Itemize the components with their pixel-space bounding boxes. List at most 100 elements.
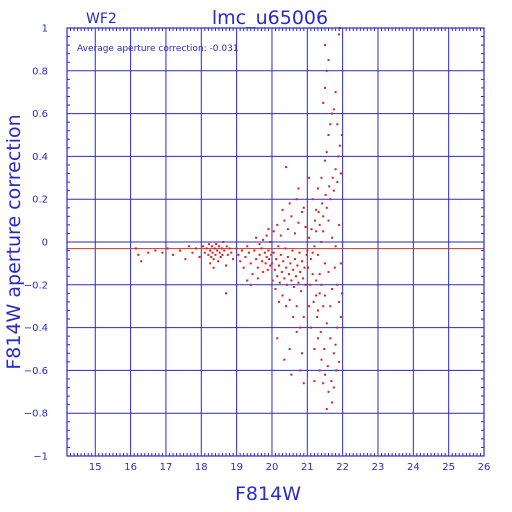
data-point: [308, 236, 311, 239]
data-point: [285, 266, 288, 269]
data-point: [325, 206, 328, 209]
data-point: [211, 251, 214, 254]
data-point: [232, 258, 235, 261]
data-point: [210, 245, 213, 248]
y-tick-label: 0.8: [32, 66, 48, 77]
data-point: [273, 268, 276, 271]
y-tick-label: −0.6: [24, 366, 48, 377]
data-point: [338, 144, 341, 147]
data-point: [328, 185, 331, 188]
data-point: [172, 253, 175, 256]
data-point: [289, 262, 292, 265]
data-point: [226, 253, 229, 256]
data-point: [270, 262, 273, 265]
data-point: [313, 380, 316, 383]
data-point: [301, 352, 304, 355]
data-point: [309, 258, 312, 261]
data-point: [315, 279, 318, 282]
data-point: [260, 247, 263, 250]
x-tick-label: 26: [478, 462, 491, 473]
data-point: [340, 134, 343, 136]
data-point: [256, 277, 259, 280]
data-point: [299, 270, 302, 273]
data-point: [311, 198, 314, 201]
data-point: [230, 251, 233, 254]
y-tick-label: −0.2: [24, 280, 48, 291]
data-point: [321, 202, 324, 205]
data-point: [308, 305, 311, 308]
grid: [67, 27, 485, 457]
data-point: [207, 253, 210, 256]
data-point: [327, 59, 330, 62]
data-point: [205, 247, 208, 250]
data-point: [335, 369, 338, 372]
data-point: [301, 260, 304, 263]
data-point: [288, 202, 291, 205]
x-tick-label: 20: [266, 462, 279, 473]
data-point: [316, 315, 319, 318]
y-tick-label: 0.2: [32, 195, 48, 206]
data-point: [262, 270, 265, 273]
data-point: [203, 251, 206, 254]
data-point: [320, 241, 323, 243]
x-tick-label: 15: [89, 462, 102, 473]
data-point: [304, 226, 307, 229]
data-point: [323, 348, 326, 350]
data-point: [331, 176, 334, 179]
data-point: [237, 253, 240, 256]
data-point: [323, 373, 326, 376]
data-point: [327, 219, 330, 222]
data-point: [310, 228, 313, 231]
data-point: [323, 262, 326, 265]
data-point: [325, 407, 328, 410]
data-point: [323, 159, 326, 162]
data-point: [338, 33, 341, 36]
data-point: [312, 300, 315, 303]
data-point: [258, 253, 261, 256]
data-point: [325, 151, 328, 154]
x-tick-label: 21: [301, 462, 314, 473]
data-point: [313, 245, 316, 248]
data-point: [275, 258, 278, 261]
data-point: [318, 223, 321, 226]
y-tick-label: 1: [42, 24, 48, 35]
data-point: [292, 315, 295, 318]
data-point: [329, 123, 332, 126]
data-point: [334, 168, 337, 171]
data-point: [339, 315, 342, 318]
data-point: [323, 86, 326, 89]
y-axis-label: F814W aperture correction: [3, 114, 25, 369]
data-point: [225, 264, 228, 267]
data-point: [134, 247, 137, 250]
x-tick-label: 17: [160, 462, 173, 473]
chart-title: lmc_u65006: [212, 7, 328, 29]
data-point: [228, 247, 231, 250]
data-point: [327, 270, 330, 273]
data-point: [313, 348, 316, 350]
data-point: [161, 251, 164, 254]
data-point: [194, 247, 197, 250]
data-point: [332, 352, 335, 355]
data-point: [309, 283, 312, 286]
data-point: [334, 245, 337, 248]
average-annotation: Average aperture correction: -0.031: [77, 44, 239, 54]
data-point: [297, 221, 300, 224]
data-point: [303, 266, 306, 269]
data-point: [311, 273, 314, 276]
data-point: [337, 155, 340, 158]
data-point: [184, 258, 187, 261]
data-point: [323, 294, 326, 297]
data-point: [154, 249, 157, 252]
data-point: [244, 255, 247, 258]
x-tick-label: 24: [407, 462, 420, 473]
data-point: [269, 264, 272, 267]
data-point: [332, 108, 335, 111]
data-point: [291, 249, 294, 252]
data-point: [290, 215, 293, 218]
data-point: [318, 369, 321, 372]
data-point: [263, 251, 266, 254]
data-point: [212, 266, 215, 269]
data-point: [316, 187, 319, 190]
